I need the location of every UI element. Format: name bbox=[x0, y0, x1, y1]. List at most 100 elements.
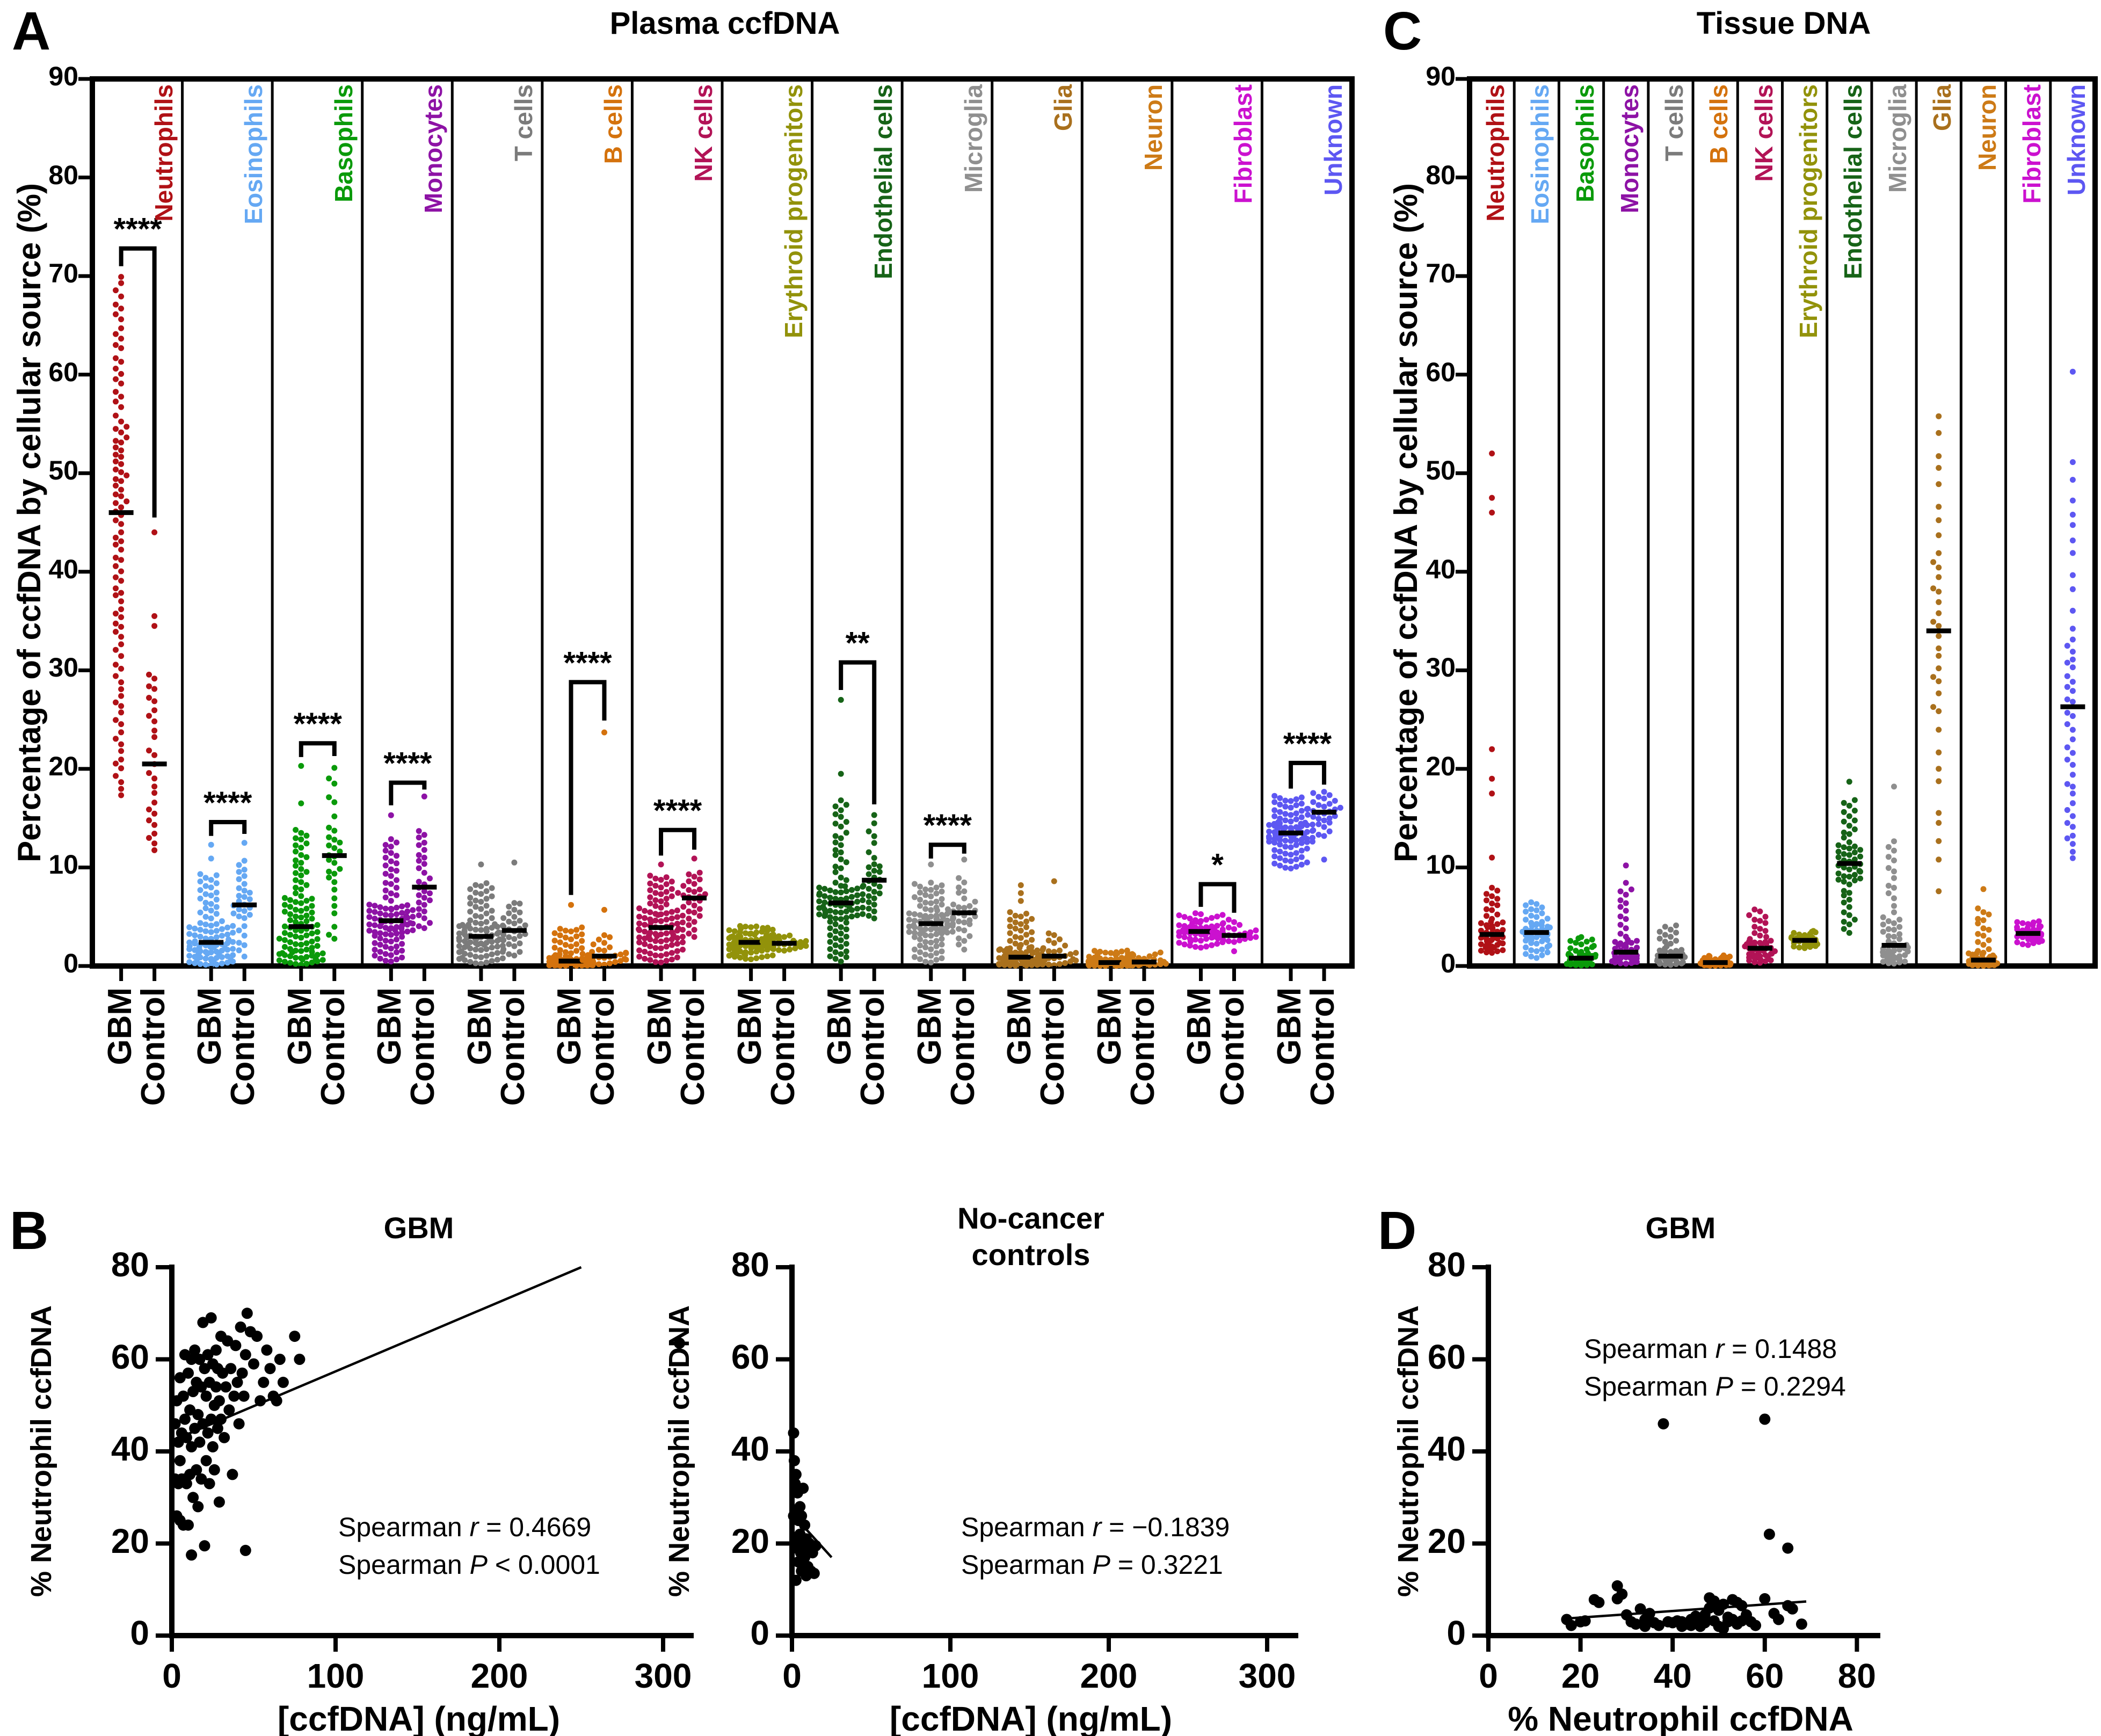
data-point bbox=[309, 909, 315, 916]
data-point bbox=[1880, 928, 1886, 935]
data-point bbox=[781, 947, 788, 954]
group-label-gbm: GBM bbox=[101, 987, 139, 1065]
data-point bbox=[337, 839, 343, 846]
data-point bbox=[1489, 495, 1495, 501]
x-tick-label: 200 bbox=[470, 1657, 528, 1695]
y-tick-label: 50 bbox=[1426, 455, 1456, 486]
data-point bbox=[843, 908, 849, 914]
data-point bbox=[2069, 522, 2076, 528]
panel-a-title: Plasma ccfDNA bbox=[609, 6, 840, 41]
data-point bbox=[427, 920, 433, 926]
data-point bbox=[1634, 1603, 1646, 1615]
data-point bbox=[118, 634, 125, 640]
data-point bbox=[1494, 902, 1501, 909]
data-point bbox=[113, 585, 119, 592]
data-point bbox=[213, 880, 220, 887]
data-point bbox=[416, 842, 422, 848]
data-point bbox=[1975, 905, 1981, 912]
data-point bbox=[331, 910, 338, 917]
data-point bbox=[314, 929, 321, 935]
y-tick-label: 90 bbox=[1426, 61, 1456, 91]
data-point bbox=[1980, 925, 1987, 932]
data-point bbox=[922, 939, 929, 945]
data-point bbox=[1029, 936, 1035, 943]
data-point bbox=[293, 899, 299, 905]
data-point bbox=[197, 920, 203, 926]
data-point bbox=[1017, 927, 1024, 934]
group-label-control: Control bbox=[584, 987, 622, 1106]
data-point bbox=[2069, 841, 2076, 847]
data-point bbox=[871, 861, 877, 867]
data-point bbox=[1936, 665, 1942, 672]
data-point bbox=[1628, 886, 1634, 892]
data-point bbox=[219, 933, 225, 939]
data-point bbox=[118, 679, 125, 686]
data-point bbox=[956, 890, 962, 896]
data-point bbox=[1310, 790, 1317, 796]
data-point bbox=[241, 908, 248, 914]
data-point bbox=[1885, 947, 1892, 953]
data-point bbox=[1108, 950, 1114, 956]
data-point bbox=[202, 883, 209, 889]
data-point bbox=[573, 927, 580, 933]
data-point bbox=[2069, 824, 2076, 830]
data-point bbox=[118, 454, 125, 460]
data-point bbox=[1936, 517, 1942, 524]
data-point bbox=[183, 1519, 194, 1531]
y-tick-label: 70 bbox=[1426, 258, 1456, 289]
data-point bbox=[1136, 955, 1142, 961]
x-tick-label: 100 bbox=[307, 1657, 365, 1695]
data-point bbox=[832, 928, 839, 934]
data-point bbox=[421, 915, 427, 921]
data-point bbox=[1282, 857, 1289, 863]
data-point bbox=[1757, 926, 1763, 932]
swarm-b-cells-control bbox=[579, 729, 629, 968]
data-point bbox=[494, 956, 500, 963]
data-point bbox=[601, 947, 607, 954]
data-point bbox=[1846, 904, 1852, 910]
data-point bbox=[956, 941, 962, 948]
data-point bbox=[202, 875, 209, 881]
data-point bbox=[113, 760, 119, 767]
data-point bbox=[691, 927, 697, 933]
data-point bbox=[118, 578, 125, 584]
data-point bbox=[388, 873, 394, 879]
data-point bbox=[652, 897, 659, 903]
data-point bbox=[506, 951, 512, 957]
data-point bbox=[961, 856, 968, 863]
data-point bbox=[917, 903, 923, 909]
data-point bbox=[928, 893, 934, 899]
category-label-neutrophils: Neutrophils bbox=[1481, 84, 1510, 222]
data-point bbox=[1891, 868, 1897, 875]
data-point bbox=[388, 952, 394, 958]
scatter-points bbox=[1561, 1413, 1807, 1635]
data-point bbox=[848, 913, 855, 920]
data-point bbox=[1102, 949, 1109, 956]
data-point bbox=[871, 889, 877, 895]
data-point bbox=[186, 924, 193, 931]
data-point bbox=[1181, 934, 1188, 940]
data-point bbox=[197, 933, 203, 940]
data-point bbox=[911, 922, 917, 928]
data-point bbox=[281, 958, 288, 965]
data-point bbox=[557, 939, 563, 946]
data-point bbox=[1634, 938, 1640, 944]
data-point bbox=[113, 541, 119, 548]
data-point bbox=[2035, 918, 2042, 925]
data-point bbox=[478, 940, 484, 947]
data-point bbox=[810, 1540, 822, 1552]
data-point bbox=[213, 896, 220, 903]
data-point bbox=[416, 923, 422, 929]
data-point bbox=[251, 1331, 263, 1342]
swarm-t-cells bbox=[1654, 923, 1688, 968]
data-point bbox=[1017, 913, 1024, 920]
data-point bbox=[808, 1567, 820, 1579]
data-point bbox=[1012, 934, 1019, 940]
data-point bbox=[922, 886, 929, 892]
data-point bbox=[838, 937, 844, 943]
data-point bbox=[1885, 865, 1892, 871]
data-point bbox=[241, 894, 248, 900]
data-point bbox=[500, 915, 507, 921]
data-point bbox=[621, 956, 628, 962]
data-point bbox=[2064, 709, 2070, 716]
